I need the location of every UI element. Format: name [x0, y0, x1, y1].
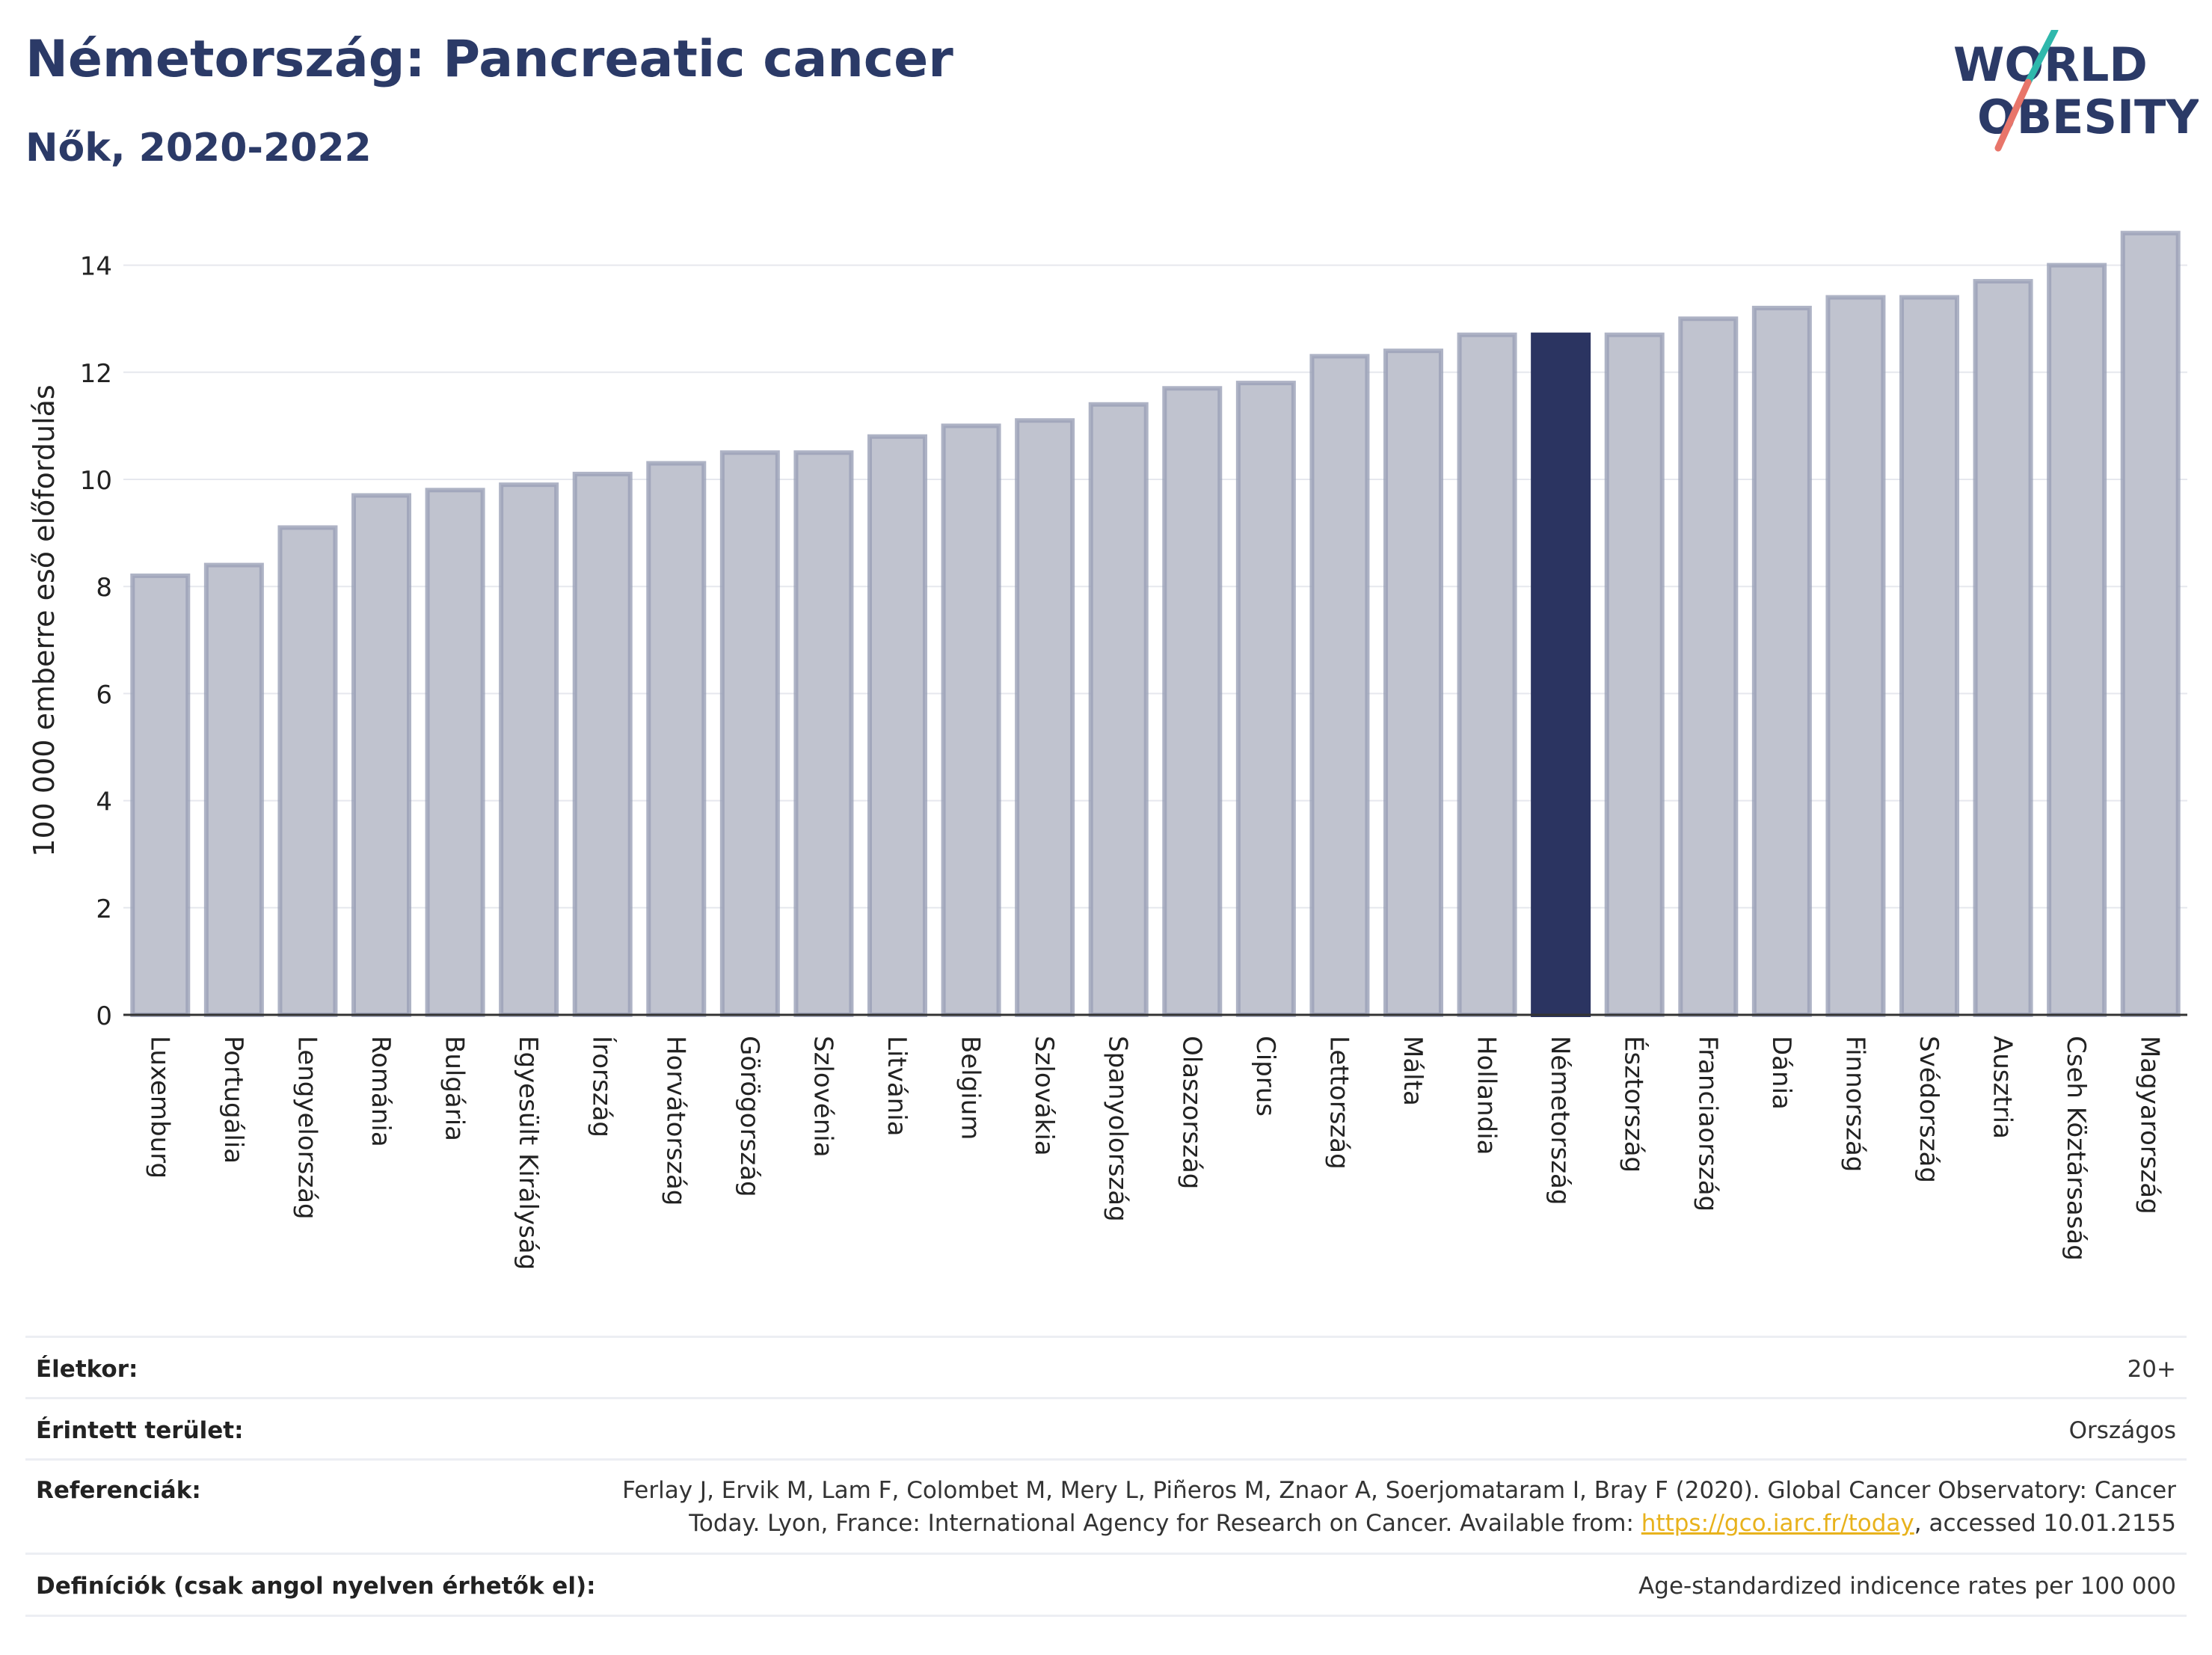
x-tick-25: Ausztria	[1988, 1036, 2018, 1139]
page-subtitle: Nők, 2020-2022	[25, 126, 372, 171]
bar-13	[1088, 402, 1149, 1017]
bar-0	[130, 573, 191, 1017]
bar-22	[1751, 305, 1812, 1017]
bar-21	[1678, 316, 1739, 1017]
bar-20	[1604, 332, 1665, 1017]
x-tick-21: Franciaország	[1692, 1036, 1722, 1212]
x-tick-20: Észtország	[1619, 1036, 1650, 1173]
bar-27	[2120, 230, 2181, 1017]
references-line2-text: Today. Lyon, France: International Agenc…	[689, 1510, 1641, 1537]
x-tick-11: Belgium	[956, 1036, 986, 1140]
bar-19	[1531, 332, 1591, 1017]
logo-line1: WORLD	[1953, 37, 2148, 92]
bar-14	[1162, 386, 1223, 1017]
x-tick-16: Lettország	[1324, 1036, 1354, 1170]
x-tick-5: Egyesült Királyság	[513, 1036, 543, 1270]
bar-15	[1235, 381, 1296, 1017]
x-tick-8: Görögország	[734, 1036, 764, 1197]
x-tick-0: Luxemburg	[144, 1036, 174, 1179]
bar-8	[719, 450, 780, 1017]
x-tick-19: Németország	[1545, 1036, 1575, 1205]
references-line1: Ferlay J, Ervik M, Lam F, Colombet M, Me…	[622, 1477, 2176, 1504]
age-value: 20+	[2127, 1356, 2176, 1383]
y-axis-label: 100 000 emberre eső előfordulás	[28, 384, 61, 856]
bar-18	[1457, 332, 1517, 1017]
bar-9	[793, 450, 854, 1017]
x-tick-23: Finnország	[1840, 1036, 1870, 1172]
y-tick-12: 12	[80, 359, 112, 389]
bar-5	[499, 482, 559, 1017]
age-label: Életkor:	[36, 1356, 138, 1383]
bar-23	[1825, 295, 1886, 1017]
bars	[130, 230, 2181, 1018]
bar-12	[1015, 418, 1075, 1017]
x-tick-26: Cseh Köztársaság	[2061, 1036, 2091, 1261]
logo-slash-top	[2024, 30, 2059, 86]
bar-6	[572, 471, 633, 1017]
page-title: Németország: Pancreatic cancer	[25, 30, 953, 89]
bar-2	[277, 525, 338, 1017]
x-tick-22: Dánia	[1766, 1036, 1796, 1110]
x-tick-10: Litvánia	[882, 1036, 912, 1137]
x-tick-3: Románia	[366, 1036, 396, 1147]
world-obesity-logo: WORLD OBESITY	[1953, 30, 2199, 152]
bar-chart: 0 2 4 6 8 10 12 14 Luxemburg Portugália Lengyelor…	[28, 230, 2187, 1270]
x-tick-14: Olaszország	[1176, 1036, 1206, 1189]
info-row-age: Életkor: 20+	[25, 1336, 2187, 1398]
definitions-label: Definíciók (csak angol nyelven érhetők e…	[36, 1573, 596, 1600]
y-tick-4: 4	[96, 787, 112, 817]
y-tick-6: 6	[96, 680, 112, 710]
area-value: Országos	[2068, 1417, 2176, 1444]
bar-4	[425, 488, 485, 1017]
bar-1	[203, 562, 264, 1017]
bar-10	[867, 434, 927, 1017]
definitions-value: Age-standardized indicence rates per 100…	[1638, 1573, 2176, 1600]
y-tick-0: 0	[96, 1001, 112, 1031]
bar-11	[941, 423, 1001, 1017]
x-tick-15: Ciprus	[1250, 1036, 1280, 1117]
y-tick-labels: 0 2 4 6 8 10 12 14	[80, 252, 112, 1031]
bar-3	[351, 493, 411, 1017]
bar-24	[1899, 295, 1959, 1017]
references-value: Ferlay J, Ervik M, Lam F, Colombet M, Me…	[622, 1474, 2176, 1540]
references-accessed: , accessed 10.01.2155	[1914, 1510, 2176, 1537]
x-tick-4: Bulgária	[440, 1036, 470, 1141]
x-tick-6: Írország	[587, 1036, 618, 1137]
y-tick-10: 10	[80, 466, 112, 496]
x-tick-1: Portugália	[218, 1036, 248, 1164]
y-tick-2: 2	[96, 894, 112, 924]
references-label: Referenciák:	[36, 1477, 201, 1504]
bar-17	[1383, 348, 1443, 1018]
bar-7	[646, 461, 707, 1017]
logo-slash-bottom	[1994, 79, 2032, 152]
references-link[interactable]: https://gco.iarc.fr/today	[1641, 1510, 1914, 1537]
x-tick-labels: Luxemburg Portugália Lengyelország Románia B…	[144, 1036, 2164, 1270]
x-tick-27: Magyarország	[2135, 1036, 2165, 1215]
y-tick-8: 8	[96, 573, 112, 603]
x-tick-18: Hollandia	[1472, 1036, 1502, 1155]
x-tick-12: Szlovákia	[1029, 1036, 1059, 1156]
bar-26	[2047, 262, 2107, 1018]
info-row-definitions: Definíciók (csak angol nyelven érhetők e…	[25, 1553, 2187, 1617]
x-tick-24: Svédország	[1914, 1036, 1944, 1183]
x-tick-7: Horvátország	[660, 1036, 690, 1206]
references-line2: Today. Lyon, France: International Agenc…	[622, 1507, 2176, 1540]
info-row-references: Referenciák: Ferlay J, Ervik M, Lam F, C…	[25, 1458, 2187, 1553]
area-label: Érintett terület:	[36, 1417, 244, 1444]
x-tick-2: Lengyelország	[292, 1036, 322, 1220]
x-tick-13: Spanyolország	[1103, 1036, 1133, 1222]
y-tick-14: 14	[80, 252, 112, 282]
x-tick-17: Málta	[1398, 1036, 1428, 1106]
bar-25	[1973, 279, 2033, 1017]
x-tick-9: Szlovénia	[808, 1036, 838, 1158]
bar-16	[1309, 354, 1370, 1017]
info-row-area: Érintett terület: Országos	[25, 1397, 2187, 1459]
